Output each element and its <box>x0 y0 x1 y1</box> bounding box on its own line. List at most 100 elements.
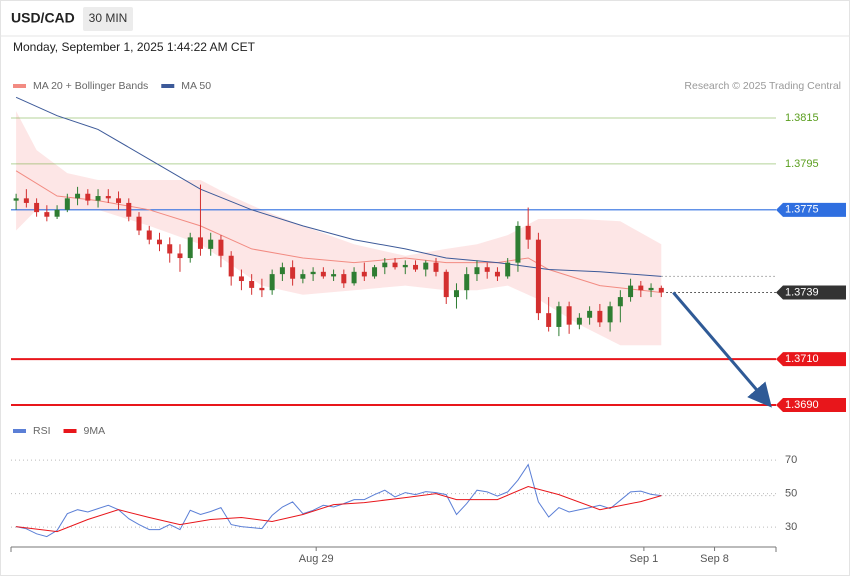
level-label: 1.3775 <box>785 204 819 216</box>
y-tick-label: 30 <box>785 521 797 533</box>
legend-label: MA 50 <box>181 80 211 92</box>
level-label: 1.3690 <box>785 399 819 411</box>
candle-body <box>85 193 91 201</box>
candle-body <box>341 274 347 284</box>
candle-body <box>515 225 521 263</box>
candle-body <box>494 271 500 277</box>
candle-body <box>259 287 265 291</box>
legend-label: MA 20 + Bollinger Bands <box>33 80 148 92</box>
candle-body <box>167 244 173 254</box>
candle-body <box>105 196 111 199</box>
candle-body <box>392 262 398 268</box>
candle-body <box>453 290 459 298</box>
candle-body <box>576 317 582 325</box>
rsi-line <box>16 485 662 533</box>
candle-body <box>638 285 644 291</box>
candle-body <box>556 306 562 327</box>
candle-body <box>433 262 439 272</box>
candle-body <box>320 271 326 277</box>
x-tick-label: Sep 1 <box>630 553 659 565</box>
bollinger-band <box>16 111 662 346</box>
candle-body <box>587 310 593 318</box>
candle-body <box>290 267 296 279</box>
candle-body <box>64 198 70 210</box>
candle-body <box>351 271 357 284</box>
ma-line <box>15 170 662 293</box>
candle-body <box>126 202 132 217</box>
level-badge <box>776 202 846 217</box>
candle-body <box>597 310 603 323</box>
candle-body <box>218 239 224 256</box>
candle-body <box>607 306 613 323</box>
candle-body <box>300 274 306 279</box>
interval: 30 MIN <box>89 11 128 25</box>
candle-body <box>546 313 552 327</box>
candle-body <box>464 274 470 291</box>
candle-body <box>23 198 29 203</box>
candle-body <box>136 216 142 231</box>
x-tick-label: Sep 8 <box>700 553 729 565</box>
candle-body <box>402 264 408 268</box>
candle-body <box>505 262 511 277</box>
candle-body <box>187 237 193 259</box>
candle-body <box>116 198 122 203</box>
level-badge <box>776 352 846 367</box>
legend-label: RSI <box>33 425 51 437</box>
candle-body <box>54 209 60 217</box>
candle-body <box>95 196 101 201</box>
symbol: USD/CAD <box>11 10 75 26</box>
candle-body <box>208 239 214 249</box>
legend-label: 9MA <box>84 425 106 437</box>
candle-body <box>177 253 183 259</box>
level-label: 1.3739 <box>785 286 819 298</box>
x-tick-label: Aug 29 <box>299 553 334 565</box>
candle-body <box>535 239 541 314</box>
legend-swatch <box>13 429 26 433</box>
candle-body <box>484 267 490 272</box>
level-label: 1.3795 <box>785 158 819 170</box>
candle-body <box>34 202 40 213</box>
candle-body <box>228 255 234 277</box>
legend-swatch <box>161 84 175 88</box>
candle-body <box>238 276 244 282</box>
candle-body <box>648 287 654 291</box>
interval-badge <box>83 7 133 31</box>
candle-body <box>44 212 50 217</box>
candle-body <box>566 306 572 325</box>
candle-body <box>423 262 429 270</box>
candle-body <box>310 271 316 275</box>
candle-body <box>269 274 275 291</box>
candle-body <box>443 271 449 298</box>
credit: Research © 2025 Trading Central <box>684 80 841 92</box>
candle-body <box>372 267 378 277</box>
candle-body <box>156 239 162 245</box>
timestamp: Monday, September 1, 2025 1:44:22 AM CET <box>13 40 256 54</box>
candle-body <box>413 264 419 270</box>
candle-body <box>628 285 634 298</box>
candle-body <box>658 287 664 293</box>
candle-body <box>474 267 480 275</box>
candle-body <box>361 271 367 277</box>
candle-body <box>617 297 623 307</box>
level-badge <box>776 285 846 300</box>
level-label: 1.3710 <box>785 353 819 365</box>
candle-body <box>75 193 81 199</box>
legend-swatch <box>63 429 77 433</box>
legend-swatch <box>13 84 26 88</box>
candle-body <box>13 198 19 201</box>
y-tick-label: 50 <box>785 487 797 499</box>
y-tick-label: 70 <box>785 454 797 466</box>
level-badge <box>776 398 846 413</box>
candle-body <box>146 230 152 240</box>
candle-body <box>249 281 255 288</box>
candle-body <box>279 267 285 275</box>
candle-body <box>331 274 337 277</box>
level-label: 1.3815 <box>785 112 819 124</box>
rsi-line <box>15 463 662 538</box>
candle-body <box>525 225 531 240</box>
candle-body <box>382 262 388 268</box>
candle-body <box>197 237 203 249</box>
